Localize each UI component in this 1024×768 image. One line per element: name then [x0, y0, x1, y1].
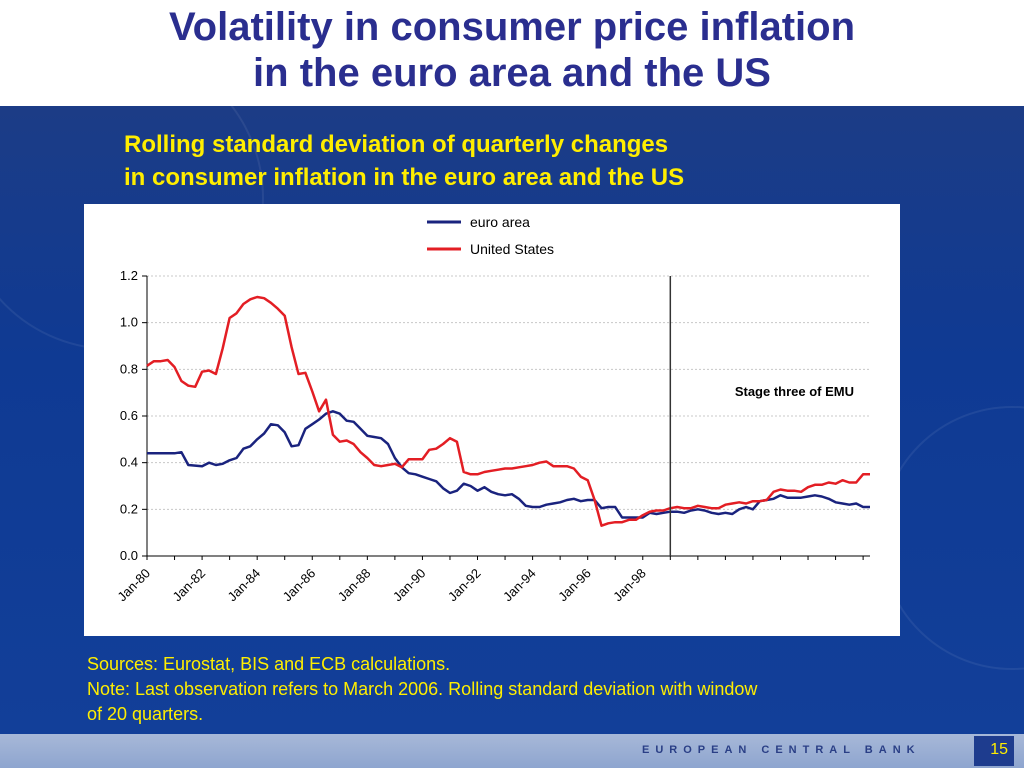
x-tick-label: Jan-90 — [390, 566, 429, 605]
slide-title: Volatility in consumer price inflation i… — [0, 0, 1024, 104]
chart-panel: 0.0 0.2 0.4 0.6 0.8 1.0 1.2 Jan-80 Jan-82 Jan-84 J… — [84, 204, 900, 636]
legend: euro area United States — [427, 214, 554, 257]
legend-label: United States — [470, 241, 554, 257]
x-tick-label: Jan-86 — [280, 566, 319, 605]
chart-subtitle: Rolling standard deviation of quarterly … — [124, 128, 924, 194]
y-tick-label: 1.2 — [120, 268, 138, 283]
slide-title-line-1: Volatility in consumer price inflation — [168, 5, 856, 49]
chart-subtitle-line-1: Rolling standard deviation of quarterly … — [124, 131, 669, 158]
bank-name: EUROPEAN CENTRAL BANK — [642, 744, 921, 756]
x-tick-label: Jan-92 — [445, 566, 484, 605]
x-tick-label: Jan-84 — [225, 566, 264, 605]
line-chart: 0.0 0.2 0.4 0.6 0.8 1.0 1.2 Jan-80 Jan-82 Jan-84 J… — [114, 214, 870, 605]
series-line-euro-area — [147, 410, 870, 519]
note-text-line-2: of 20 quarters. — [87, 704, 204, 724]
y-tick-label: 0.8 — [120, 361, 138, 376]
decorative-circle — [880, 406, 1024, 670]
footer-notes: Sources: Eurostat, BIS and ECB calculati… — [87, 652, 967, 727]
y-tick-label: 0.6 — [120, 408, 138, 423]
page-number: 15 — [974, 736, 1014, 766]
y-tick-label: 0.4 — [120, 455, 138, 470]
sources-text: Sources: Eurostat, BIS and ECB calculati… — [87, 654, 451, 674]
x-tick-label: Jan-94 — [500, 566, 539, 605]
note-text-line-1: Note: Last observation refers to March 2… — [87, 679, 758, 699]
y-tick-label: 1.0 — [120, 315, 138, 330]
annotation: Stage three of EMU — [669, 276, 854, 556]
chart-subtitle-line-2: in consumer inflation in the euro area a… — [124, 164, 685, 191]
footer-bar: EUROPEAN CENTRAL BANK 15 — [0, 734, 1024, 768]
series-lines — [146, 295, 870, 527]
x-tick-label: Jan-88 — [335, 566, 374, 605]
y-tick-label: 0.2 — [120, 501, 138, 516]
y-tick-label: 0.0 — [120, 548, 138, 563]
emu-annotation-label: Stage three of EMU — [735, 384, 854, 399]
x-tick-label: Jan-96 — [555, 566, 594, 605]
axes: 0.0 0.2 0.4 0.6 0.8 1.0 1.2 Jan-80 Jan-82 Jan-84 J… — [114, 268, 870, 605]
x-tick-label: Jan-82 — [169, 566, 208, 605]
gridlines — [147, 275, 870, 510]
x-tick-label: Jan-98 — [610, 566, 649, 605]
legend-label: euro area — [470, 214, 530, 230]
x-tick-label: Jan-80 — [114, 566, 153, 605]
series-line-united-states — [146, 295, 870, 527]
slide-title-line-2: in the euro area and the US — [253, 51, 771, 95]
